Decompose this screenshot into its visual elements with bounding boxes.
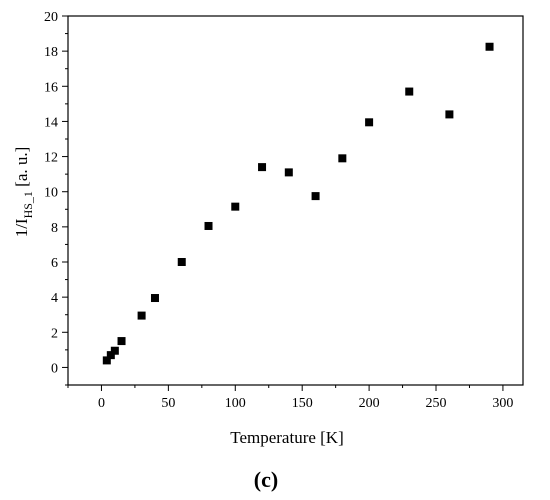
data-point <box>311 192 320 201</box>
data-point <box>445 110 454 119</box>
data-point <box>231 202 240 211</box>
data-point <box>177 258 186 266</box>
x-tick-label: 50 <box>161 396 175 411</box>
data-point <box>365 118 374 127</box>
data-point <box>338 154 347 163</box>
plot-border <box>67 15 524 386</box>
y-tick-label: 8 <box>51 221 58 236</box>
data-point <box>110 346 119 355</box>
data-point <box>150 294 159 303</box>
y-tick-label: 18 <box>44 45 58 60</box>
data-point <box>117 337 126 346</box>
x-tick-label: 100 <box>225 396 246 411</box>
y-tick-label: 16 <box>44 80 58 95</box>
y-tick-label: 4 <box>51 291 58 306</box>
y-tick-label: 12 <box>44 151 58 166</box>
y-tick-label: 6 <box>51 256 58 271</box>
data-points <box>102 42 494 365</box>
data-point <box>485 42 494 51</box>
data-point <box>258 163 267 172</box>
y-axis-title-main: 1/I <box>12 218 31 237</box>
x-axis-ticks: 0 50 100 150 200 250 300 <box>67 385 513 411</box>
y-tick-label: 0 <box>51 361 58 376</box>
y-tick-label: 2 <box>51 326 58 341</box>
y-axis-title-units: [a. u.] <box>12 147 31 191</box>
y-tick-label: 14 <box>44 115 58 130</box>
y-axis-ticks: 0 2 4 6 8 10 12 14 16 18 20 <box>44 10 68 386</box>
x-tick-label: 0 <box>98 396 105 411</box>
data-point <box>137 311 146 320</box>
y-axis-title: 1/IHS_1 [a. u.] <box>12 147 35 238</box>
x-axis-title: Temperature [K] <box>230 428 344 447</box>
data-point <box>106 351 115 360</box>
x-tick-label: 300 <box>492 396 513 411</box>
y-axis-title-subscript: HS_1 <box>21 191 35 218</box>
x-tick-label: 250 <box>426 396 447 411</box>
data-point <box>204 221 213 230</box>
x-tick-label: 200 <box>359 396 380 411</box>
data-point <box>405 87 414 96</box>
data-point <box>284 168 293 177</box>
plot-frame <box>67 15 524 386</box>
y-tick-label: 20 <box>44 10 58 25</box>
x-tick-label: 150 <box>292 396 313 411</box>
data-point <box>102 356 111 365</box>
panel-label: (c) <box>254 467 278 492</box>
y-tick-label: 10 <box>44 186 58 201</box>
